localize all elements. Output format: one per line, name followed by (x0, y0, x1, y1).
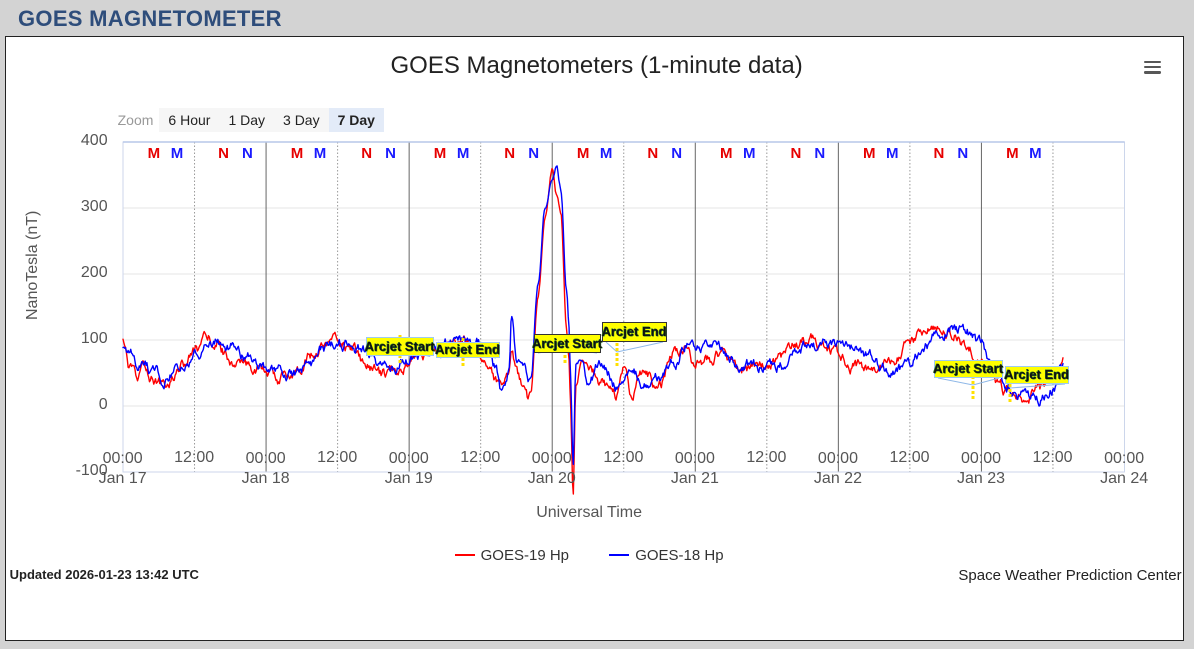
svg-text:M: M (576, 145, 589, 162)
svg-text:N: N (242, 145, 253, 162)
svg-text:M: M (433, 145, 446, 162)
svg-text:M: M (1006, 145, 1019, 162)
svg-text:N: N (671, 145, 682, 162)
svg-text:M: M (170, 145, 183, 162)
svg-text:M: M (720, 145, 733, 162)
svg-text:N: N (361, 145, 372, 162)
svg-text:M: M (886, 145, 899, 162)
svg-text:N: N (218, 145, 229, 162)
svg-text:N: N (933, 145, 944, 162)
svg-text:M: M (147, 145, 160, 162)
svg-text:N: N (504, 145, 515, 162)
svg-text:N: N (957, 145, 968, 162)
svg-text:M: M (600, 145, 613, 162)
svg-text:N: N (790, 145, 801, 162)
svg-text:M: M (456, 145, 469, 162)
svg-text:M: M (863, 145, 876, 162)
svg-text:M: M (1029, 145, 1042, 162)
svg-text:N: N (385, 145, 396, 162)
svg-text:M: M (743, 145, 756, 162)
svg-text:M: M (313, 145, 326, 162)
svg-text:N: N (528, 145, 539, 162)
svg-text:N: N (814, 145, 825, 162)
svg-text:M: M (290, 145, 303, 162)
svg-text:N: N (647, 145, 658, 162)
